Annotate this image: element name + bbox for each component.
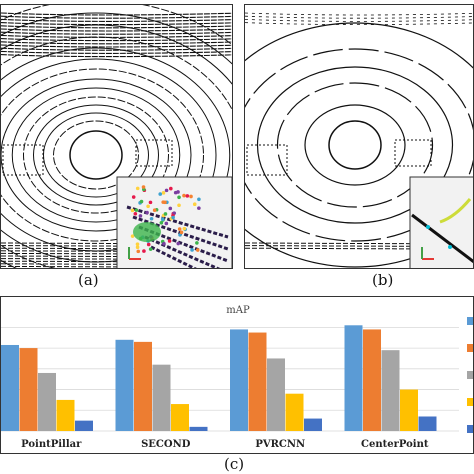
bar-second-series-5: [189, 426, 208, 431]
scan-ring: [1, 68, 204, 242]
chart-bars: [1, 325, 437, 431]
legend-swatch: [467, 317, 473, 325]
chart-category-labels: PointPillar SECOND PVRCNN CenterPoint: [21, 439, 429, 450]
scan-ring: [256, 66, 454, 224]
scan-ring: [1, 78, 192, 232]
chart-legend: [467, 317, 473, 433]
scan-band-line: [1, 22, 232, 26]
scan-band-line: [1, 28, 232, 32]
bar-centerpoint-series-1: [344, 325, 363, 431]
bar-pointpillar-series-5: [75, 420, 93, 431]
object-point-cloud-inset: [409, 176, 473, 268]
scan-band-line: [1, 38, 232, 42]
bar-pointpillar-series-4: [56, 399, 75, 431]
scan-band-line: [245, 12, 473, 16]
bar-pvrcnn-series-5: [304, 418, 322, 431]
scan-ring: [245, 22, 473, 268]
sensor-center-hole: [69, 130, 123, 180]
scan-ring: [53, 120, 139, 190]
scan-structure: [246, 144, 288, 176]
bar-pointpillar-series-2: [19, 348, 38, 431]
bar-pvrcnn-series-2: [248, 332, 267, 431]
bar-second-series-4: [171, 404, 189, 431]
scan-ring: [33, 104, 159, 206]
lidar-scan-sparse-panel: [244, 4, 474, 269]
scan-ring: [1, 47, 231, 263]
legend-swatch: [467, 371, 473, 379]
bar-second-series-3: [152, 364, 171, 431]
scan-band-line: [1, 54, 232, 58]
bar-pointpillar-series-1: [1, 344, 19, 431]
scan-band-line: [1, 41, 232, 45]
scan-ring: [1, 12, 232, 268]
bar-pvrcnn-series-1: [230, 329, 248, 431]
chart-title: mAP: [226, 305, 250, 316]
category-label: CenterPoint: [361, 439, 429, 450]
bar-second-series-2: [134, 341, 152, 431]
caption-a: (a): [78, 271, 99, 289]
scan-ring: [1, 58, 217, 252]
scan-ring: [276, 82, 434, 208]
scan-band-line: [245, 15, 473, 19]
lidar-scan-dense: [1, 5, 232, 268]
map-bar-chart: mAP PointPillar SECOND PVRCNN CenterPoint: [1, 305, 473, 450]
scan-structure: [135, 139, 173, 167]
bar-pvrcnn-series-3: [267, 358, 285, 431]
bar-centerpoint-series-5: [418, 416, 437, 431]
scan-ring: [23, 96, 169, 214]
scan-band-line: [1, 15, 232, 19]
scan-band-line: [1, 50, 232, 54]
scan-ring: [1, 24, 232, 268]
scan-band-line: [1, 31, 232, 35]
scan-ring: [11, 87, 181, 223]
scan-band-line: [245, 19, 473, 22]
bar-pvrcnn-series-4: [285, 393, 304, 431]
scan-band-line: [1, 12, 232, 16]
legend-swatch: [467, 398, 473, 406]
bar-centerpoint-series-4: [400, 389, 418, 431]
category-label: PointPillar: [21, 439, 82, 450]
scan-band-line: [1, 34, 232, 38]
scan-ring: [304, 104, 406, 186]
scan-band-line: [1, 47, 232, 51]
lidar-scan-sparse: [245, 12, 473, 268]
scan-band-line: [1, 44, 232, 48]
lidar-scan-dense-panel: [0, 4, 233, 269]
bar-centerpoint-series-3: [381, 350, 400, 431]
scan-ring: [245, 48, 473, 242]
scan-structure: [2, 144, 44, 176]
sensor-center-hole: [328, 120, 382, 170]
bar-pointpillar-series-3: [38, 372, 56, 431]
bar-centerpoint-series-2: [363, 329, 381, 431]
scan-band-line: [1, 18, 232, 22]
scan-ring: [1, 36, 232, 268]
caption-b: (b): [372, 271, 394, 289]
map-bar-chart-panel: mAP PointPillar SECOND PVRCNN CenterPoint: [0, 296, 474, 454]
category-label: SECOND: [141, 439, 191, 450]
scan-band-line: [245, 22, 473, 25]
bar-second-series-1: [115, 339, 134, 431]
caption-c: (c): [224, 455, 245, 473]
scan-structure: [394, 139, 432, 167]
object-point-cloud-inset: [116, 176, 232, 268]
category-label: PVRCNN: [255, 439, 305, 450]
legend-swatch: [467, 344, 473, 352]
legend-swatch: [467, 425, 473, 433]
